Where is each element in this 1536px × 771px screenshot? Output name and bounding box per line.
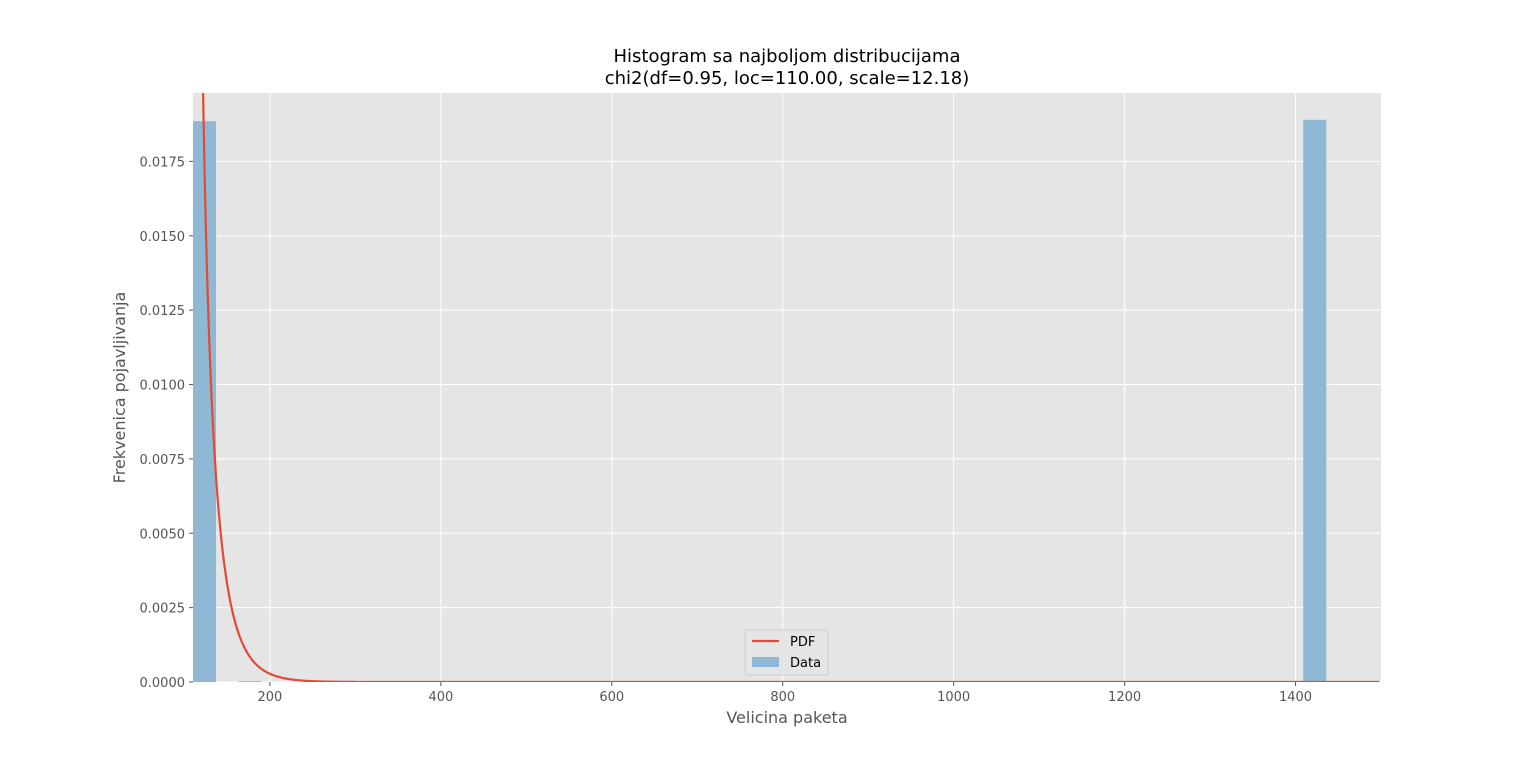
x-axis-label: Velicina paketa <box>726 708 847 727</box>
legend: PDF Data <box>744 629 829 676</box>
x-tick-label: 1000 <box>937 690 970 705</box>
pdf-curve-group <box>202 93 1380 682</box>
x-tick-label: 200 <box>258 690 283 705</box>
data-bars <box>193 119 1327 683</box>
y-tick-label: 0.0025 <box>140 602 186 617</box>
legend-pdf-label: PDF <box>790 635 815 650</box>
x-tick-label: 600 <box>599 690 624 705</box>
x-tick-label: 1400 <box>1279 690 1312 705</box>
x-tick-label: 400 <box>428 690 453 705</box>
y-tick-label: 0.0150 <box>140 230 186 245</box>
y-tick-label: 0.0125 <box>140 304 186 319</box>
y-tick-label: 0.0075 <box>140 453 186 468</box>
y-axis-ticks: 0.0000 0.0025 0.0050 0.0075 0.0100 0.0125 0.01… <box>140 155 193 691</box>
pdf-curve <box>202 93 1380 682</box>
x-axis-ticks: 200 400 600 800 1000 1200 1400 <box>258 682 1312 705</box>
y-tick-label: 0.0100 <box>140 379 186 394</box>
grid-lines <box>193 93 1381 683</box>
x-tick-label: 800 <box>770 690 795 705</box>
plot-area <box>193 93 1381 682</box>
y-tick-label: 0.0175 <box>140 155 186 170</box>
chart-title-line-2: chi2(df=0.95, loc=110.00, scale=12.18) <box>605 68 970 89</box>
legend-data-swatch <box>752 657 779 667</box>
histogram-bar <box>193 121 217 682</box>
legend-data-label: Data <box>790 656 821 671</box>
chart-title-line-1: Histogram sa najboljom distribucijama <box>614 46 961 67</box>
x-tick-label: 1200 <box>1108 690 1141 705</box>
y-tick-label: 0.0050 <box>140 527 186 542</box>
y-axis-label: Frekvenica pojavljivanja <box>110 292 129 484</box>
histogram-bar <box>1303 119 1327 683</box>
y-tick-label: 0.0000 <box>140 676 186 691</box>
histogram-bar <box>238 681 262 682</box>
